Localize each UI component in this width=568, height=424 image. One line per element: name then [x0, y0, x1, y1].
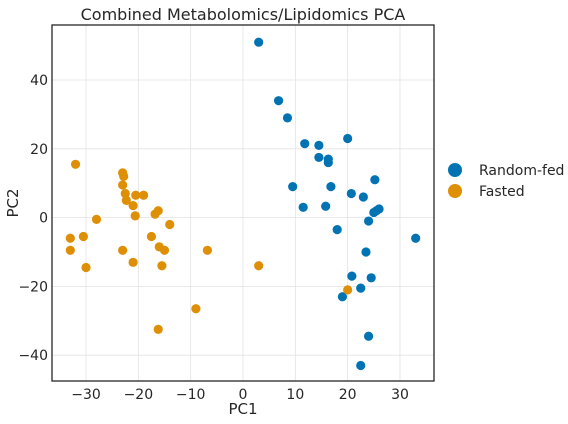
random-fed-point — [343, 133, 353, 144]
fasted-point — [121, 195, 131, 206]
fasted-point — [118, 180, 128, 190]
legend-marker-random-fed — [448, 163, 462, 177]
x-tick-label: 0 — [239, 387, 248, 403]
y-tick-label: 0 — [39, 211, 48, 227]
y-tick-label: −20 — [18, 279, 48, 295]
random-fed-point — [298, 202, 308, 212]
random-fed-point — [321, 201, 331, 211]
random-fed-point — [254, 37, 264, 47]
random-fed-point — [323, 157, 333, 168]
plot-frame — [51, 24, 435, 382]
fasted-point — [165, 219, 175, 230]
grid-lines — [52, 25, 434, 381]
fasted-point — [159, 245, 170, 255]
random-fed-point — [356, 360, 366, 371]
random-fed-point — [347, 271, 357, 281]
random-fed-point — [366, 273, 376, 283]
fasted-point — [254, 261, 264, 271]
legend-label-fasted: Fasted — [479, 184, 525, 200]
fasted-point — [120, 188, 130, 199]
x-axis-label: PC1 — [228, 400, 257, 418]
random-fed-point — [370, 175, 380, 185]
fasted-point — [131, 190, 141, 200]
fasted-point — [78, 231, 88, 242]
random-fed-point — [326, 182, 336, 192]
x-tick-label: 30 — [391, 387, 409, 403]
random-fed-point — [361, 247, 371, 257]
random-fed-point — [332, 225, 342, 235]
fasted-point — [153, 324, 163, 335]
chart-title: Combined Metabolomics/Lipidomics PCA — [81, 5, 406, 24]
fasted-point — [157, 261, 167, 271]
random-fed-point — [282, 113, 293, 123]
x-tick-label: −30 — [71, 387, 101, 403]
random-fed-point — [363, 216, 374, 226]
legend-label-random-fed: Random-fed — [479, 163, 564, 179]
x-tick-label: −20 — [124, 387, 154, 403]
fasted-point — [65, 245, 75, 255]
fasted-point — [146, 231, 157, 242]
fasted-point — [70, 159, 81, 169]
legend: Random-fed Fasted — [448, 163, 564, 200]
random-fed-point — [358, 192, 368, 202]
random-fed-point — [346, 188, 356, 199]
fasted-point — [81, 262, 91, 273]
fasted-point — [130, 211, 140, 221]
random-fed-point — [363, 331, 374, 341]
random-fed-point — [288, 182, 298, 192]
random-fed-point — [300, 139, 310, 149]
fasted-point — [119, 171, 129, 181]
y-tick-label: −40 — [18, 348, 48, 364]
random-fed-point — [374, 204, 384, 214]
y-tick-label: 40 — [30, 73, 48, 89]
legend-marker-fasted — [448, 184, 462, 198]
fasted-point — [91, 214, 102, 224]
fasted-point — [128, 200, 138, 211]
x-tick-label: −10 — [176, 387, 206, 403]
y-axis-ticks: −40 −20 0 20 40 — [18, 73, 48, 364]
fasted-point — [153, 206, 163, 216]
y-axis-label: PC2 — [4, 188, 22, 217]
random-fed-point — [273, 96, 284, 106]
random-fed-point — [356, 283, 366, 293]
fasted-point — [118, 245, 128, 255]
y-tick-label: 20 — [30, 142, 48, 158]
fasted-point — [128, 257, 138, 267]
fasted-point — [343, 285, 353, 295]
random-fed-point — [314, 140, 324, 150]
x-tick-label: 10 — [286, 387, 304, 403]
random-fed-point — [314, 152, 324, 163]
random-fed-point — [337, 292, 348, 302]
data-points — [65, 37, 421, 371]
fasted-point — [202, 245, 213, 255]
fasted-point — [138, 190, 149, 200]
random-fed-point — [411, 233, 421, 243]
fasted-point — [65, 233, 75, 243]
fasted-point — [191, 304, 201, 314]
x-tick-label: 20 — [339, 387, 357, 403]
x-axis-ticks: −30 −20 −10 0 10 20 30 — [71, 387, 409, 403]
